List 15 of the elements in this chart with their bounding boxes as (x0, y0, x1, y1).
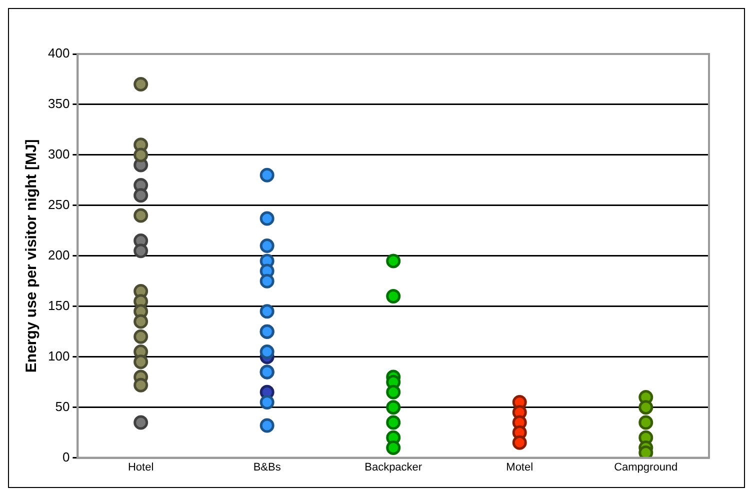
x-tick-label: B&Bs (253, 461, 282, 474)
y-tick-label: 300 (48, 146, 70, 162)
y-tick-label: 250 (48, 197, 70, 212)
x-tick-label: Backpacker (364, 461, 422, 474)
y-tick-label: 350 (48, 96, 70, 112)
y-tick-label: 0 (62, 449, 70, 464)
x-tick-label: Campground (614, 461, 678, 474)
y-tick-label: 400 (48, 46, 70, 61)
y-tick-label: 150 (48, 298, 70, 313)
x-tick-label: Motel (506, 461, 534, 474)
y-tick-label: 50 (55, 398, 70, 414)
x-tick-label: Hotel (128, 461, 154, 474)
y-tick-label: 100 (48, 348, 70, 364)
y-axis-title: Energy use per visitor night [MJ] (23, 139, 40, 373)
y-tick-label: 200 (48, 247, 70, 262)
